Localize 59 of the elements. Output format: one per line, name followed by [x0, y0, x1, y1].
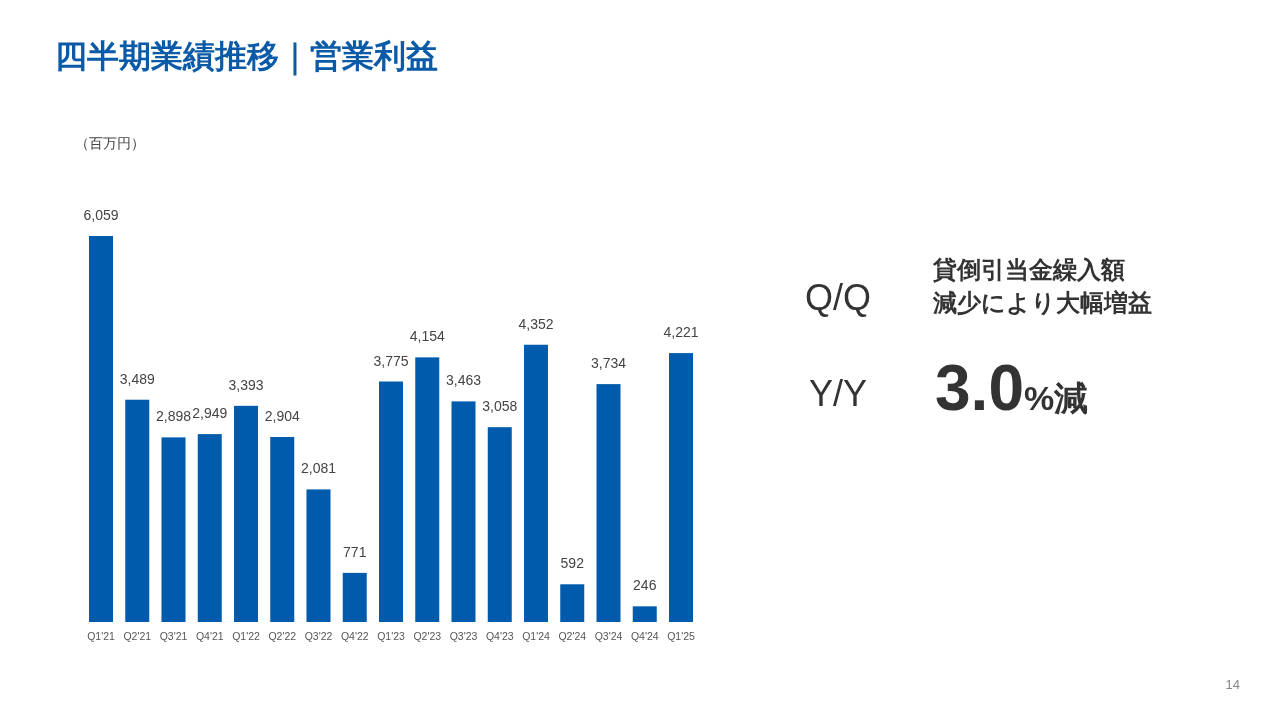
x-tick-label: Q2'21 — [123, 630, 152, 642]
bar — [596, 384, 621, 622]
data-label: 6,059 — [83, 207, 119, 223]
data-label: 246 — [633, 577, 657, 594]
x-tick-label: Q2'23 — [413, 630, 442, 642]
bar — [524, 344, 548, 622]
chart-title: 四半期業績推移｜営業利益 — [55, 38, 438, 76]
bar — [161, 437, 186, 622]
bar — [560, 584, 585, 622]
x-tick-label: Q1'21 — [87, 630, 115, 642]
text: Q/Q — [804, 277, 872, 318]
data-label: 2,904 — [264, 408, 300, 424]
text: 減少により大幅増益 — [932, 289, 1152, 316]
x-tick-label: Q3'21 — [159, 630, 188, 642]
bar — [270, 437, 295, 622]
bar — [197, 434, 222, 622]
x-tick-label: Q1'24 — [522, 630, 550, 642]
x-tick-label: Q3'22 — [304, 630, 333, 642]
data-label: 771 — [343, 543, 367, 560]
text: Y/Y — [808, 373, 868, 414]
data-label: 3,775 — [373, 352, 409, 369]
bar — [125, 399, 150, 622]
bar — [234, 405, 258, 622]
bar — [451, 401, 476, 622]
bar — [379, 381, 403, 622]
data-label: 2,898 — [155, 408, 192, 425]
x-tick-label: Q2'24 — [558, 630, 587, 642]
bar — [669, 353, 693, 622]
data-label: 2,081 — [300, 460, 337, 477]
bar — [487, 427, 512, 622]
text: 3.0%減 — [935, 352, 1089, 424]
data-label: 4,221 — [663, 324, 699, 341]
bar — [415, 357, 440, 622]
data-label: 592 — [560, 555, 585, 572]
data-label: 4,352 — [518, 315, 554, 332]
text: 14 — [1225, 677, 1240, 692]
text: （百万円） — [75, 135, 145, 151]
data-label: 4,154 — [409, 328, 445, 345]
data-label: 3,489 — [119, 370, 155, 387]
bar — [342, 572, 367, 622]
x-tick-label: Q4'21 — [195, 630, 224, 642]
data-label: 2,949 — [192, 405, 228, 422]
bar — [306, 489, 331, 622]
data-label: 3,734 — [590, 355, 627, 372]
data-label: 3,058 — [482, 398, 518, 415]
x-tick-label: Q4'24 — [630, 630, 659, 642]
x-tick-label: Q2'22 — [268, 630, 297, 642]
text: 貸倒引当金繰入額 — [932, 256, 1125, 283]
data-label: 3,463 — [445, 372, 482, 389]
x-tick-label: Q1'23 — [377, 630, 405, 642]
x-tick-label: Q3'23 — [449, 630, 478, 642]
x-tick-label: Q1'22 — [232, 630, 260, 642]
bar — [89, 236, 113, 622]
x-tick-label: Q4'23 — [485, 630, 514, 642]
data-label: 3,393 — [228, 376, 264, 393]
x-tick-label: Q1'25 — [667, 630, 695, 642]
x-tick-label: Q3'24 — [594, 630, 623, 642]
x-tick-label: Q4'22 — [340, 630, 369, 642]
bar — [632, 606, 657, 622]
